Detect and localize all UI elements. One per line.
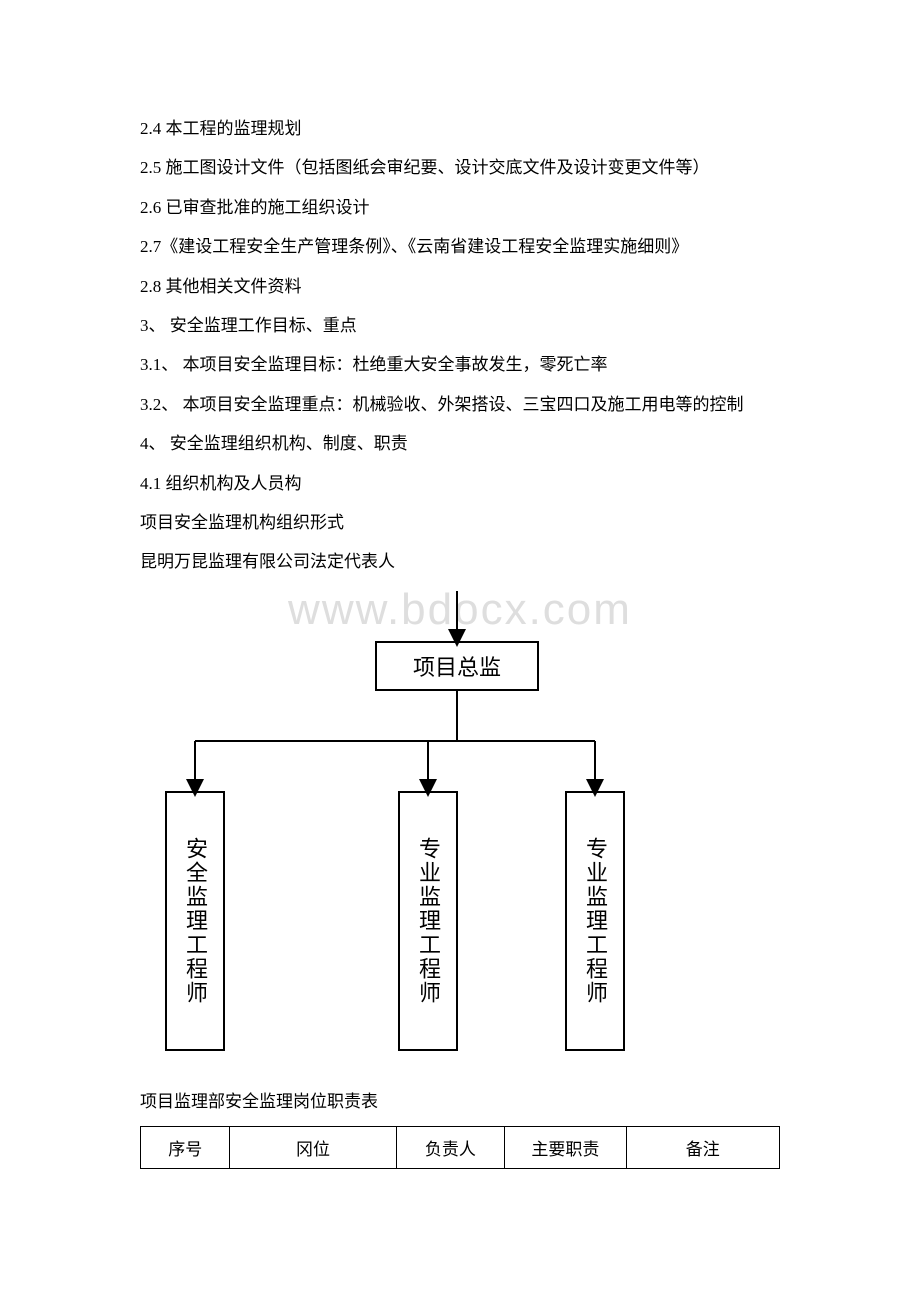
paragraph: 项目安全监理机构组织形式 [140,504,780,541]
table-header-cell: 备注 [626,1127,779,1169]
org-node-top: 项目总监 [375,641,539,691]
org-chart-diagram: 项目总监 安全监理工程师 专业监理工程师 专业监理工程师 [140,591,780,1071]
org-node-label: 专业监理工程师 [579,837,611,1005]
paragraph: 3.2、 本项目安全监理重点：机械验收、外架搭设、三宝四口及施工用电等的控制 [140,386,780,423]
paragraph: 4.1 组织机构及人员构 [140,465,780,502]
org-node-child: 专业监理工程师 [398,791,458,1051]
paragraph: 4、 安全监理组织机构、制度、职责 [140,425,780,462]
paragraph: 2.8 其他相关文件资料 [140,268,780,305]
paragraph: 昆明万昆监理有限公司法定代表人 [140,543,780,580]
paragraph: 3.1、 本项目安全监理目标：杜绝重大安全事故发生，零死亡率 [140,346,780,383]
org-node-label: 专业监理工程师 [412,837,444,1005]
table-header-cell: 主要职责 [505,1127,626,1169]
document-body: 2.4 本工程的监理规划 2.5 施工图设计文件（包括图纸会审纪要、设计交底文件… [0,0,920,1229]
table-header-cell: 冈位 [230,1127,396,1169]
org-node-child: 安全监理工程师 [165,791,225,1051]
paragraph: 2.6 已审查批准的施工组织设计 [140,189,780,226]
org-node-child: 专业监理工程师 [565,791,625,1051]
table-header-cell: 序号 [141,1127,230,1169]
table-header-cell: 负责人 [396,1127,505,1169]
paragraph: 2.5 施工图设计文件（包括图纸会审纪要、设计交底文件及设计变更文件等） [140,149,780,186]
org-node-label: 安全监理工程师 [179,837,211,1005]
paragraph: 2.7《建设工程安全生产管理条例》、《云南省建设工程安全监理实施细则》 [140,228,780,265]
table-row: 序号 冈位 负责人 主要职责 备注 [141,1127,780,1169]
table-caption: 项目监理部安全监理岗位职责表 [140,1083,780,1120]
roles-table: 序号 冈位 负责人 主要职责 备注 [140,1126,780,1169]
org-node-label: 项目总监 [413,650,501,682]
paragraph: 3、 安全监理工作目标、重点 [140,307,780,344]
paragraph: 2.4 本工程的监理规划 [140,110,780,147]
